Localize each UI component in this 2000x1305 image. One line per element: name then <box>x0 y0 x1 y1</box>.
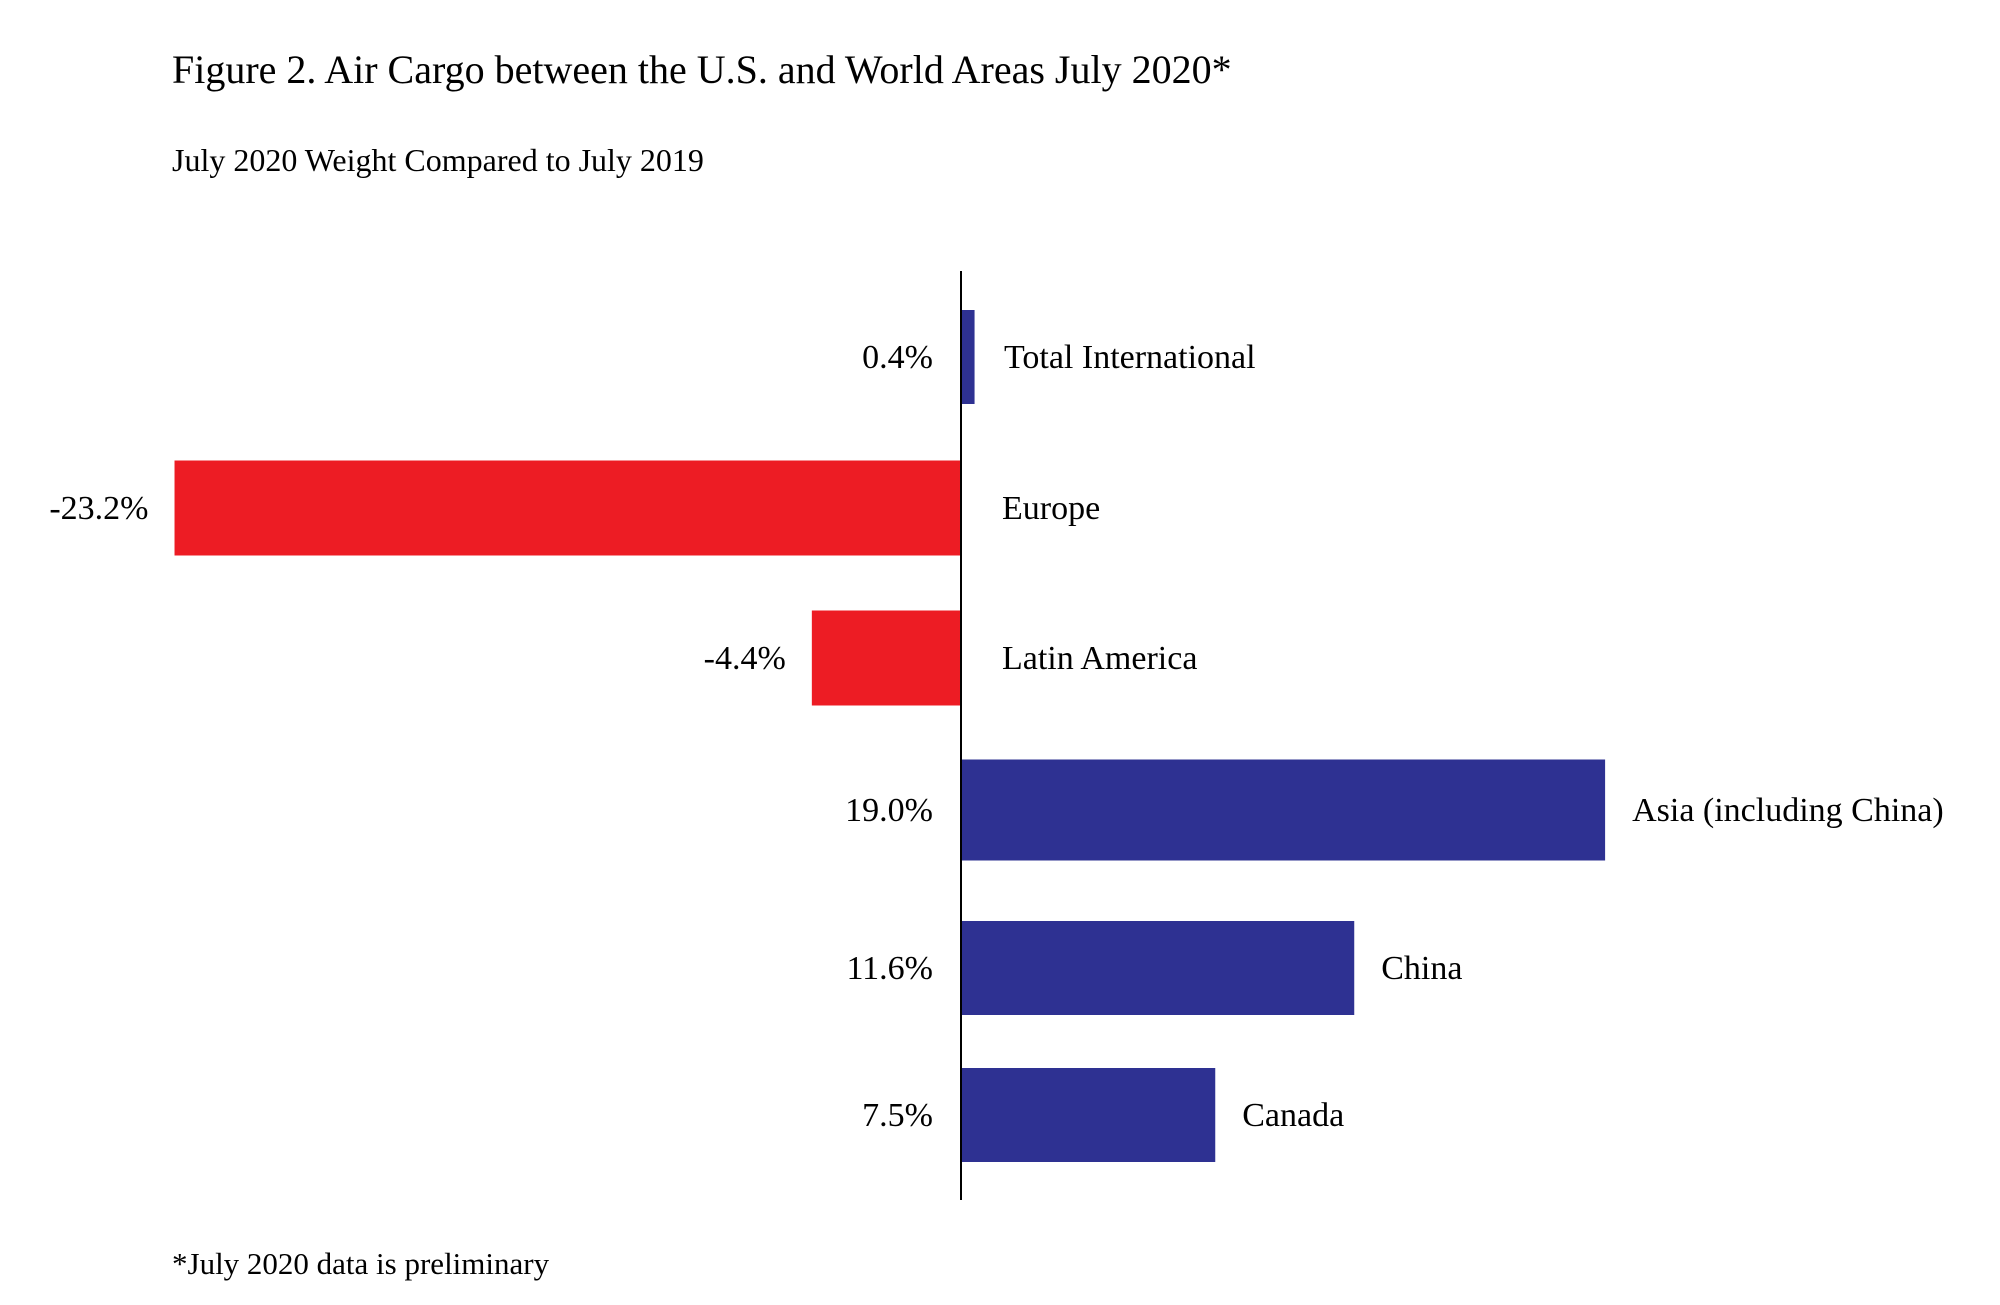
bar-4 <box>961 921 1355 1015</box>
chart-subtitle: July 2020 Weight Compared to July 2019 <box>172 142 704 178</box>
category-label: Canada <box>1242 1097 1344 1134</box>
bar-3 <box>961 759 1606 861</box>
category-label: Latin America <box>1002 640 1197 677</box>
category-label: China <box>1381 950 1462 987</box>
data-label: 7.5% <box>862 1097 933 1134</box>
bar-5 <box>961 1068 1216 1162</box>
bar-0 <box>961 310 975 404</box>
data-label: 19.0% <box>845 792 933 829</box>
footnote: *July 2020 data is preliminary <box>172 1246 550 1281</box>
data-label: -23.2% <box>49 490 148 527</box>
category-label: Europe <box>1002 490 1100 527</box>
category-label: Total International <box>1004 339 1256 376</box>
bar-1 <box>174 460 961 556</box>
bar-2 <box>811 610 961 706</box>
data-label: 11.6% <box>846 950 933 987</box>
data-label: 0.4% <box>862 339 933 376</box>
chart-title: Figure 2. Air Cargo between the U.S. and… <box>172 47 1232 92</box>
category-label: Asia (including China) <box>1632 792 1944 829</box>
data-label: -4.4% <box>704 640 786 677</box>
